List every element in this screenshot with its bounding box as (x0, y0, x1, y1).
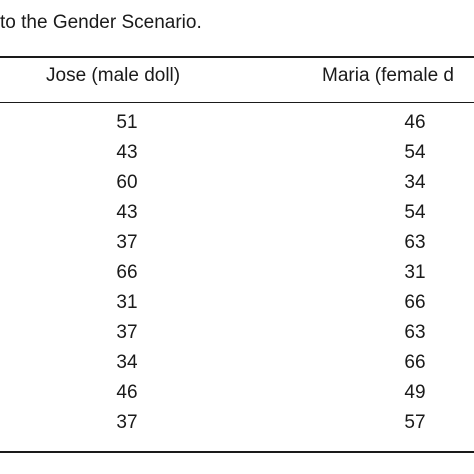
table-cell: 34 (404, 172, 426, 193)
header-rule (0, 102, 474, 103)
column-header: Jose (male doll) (46, 65, 181, 86)
table-cell: 43 (116, 202, 138, 223)
table-cell: 49 (404, 382, 426, 403)
table-cell: 63 (404, 232, 426, 253)
table-cell: 54 (404, 202, 426, 223)
table-cell: 31 (116, 292, 138, 313)
top-rule (0, 56, 474, 58)
table-cell: 66 (404, 292, 426, 313)
table-cell: 60 (116, 172, 138, 193)
table-cell: 57 (404, 412, 426, 433)
table-cell: 51 (116, 112, 138, 133)
table-cell: 63 (404, 322, 426, 343)
table-cell: 37 (116, 232, 138, 253)
column-header: Maria (female d (322, 65, 454, 86)
table-cell: 46 (404, 112, 426, 133)
bottom-rule (0, 451, 474, 453)
table-cell: 31 (404, 262, 426, 283)
table-cell: 34 (116, 352, 138, 373)
table-cell: 37 (116, 412, 138, 433)
table-cell: 46 (116, 382, 138, 403)
table-cell: 66 (404, 352, 426, 373)
table-cell: 66 (116, 262, 138, 283)
table-caption: to the Gender Scenario. (0, 12, 202, 33)
table-cell: 43 (116, 142, 138, 163)
table-cell: 37 (116, 322, 138, 343)
table-cell: 54 (404, 142, 426, 163)
